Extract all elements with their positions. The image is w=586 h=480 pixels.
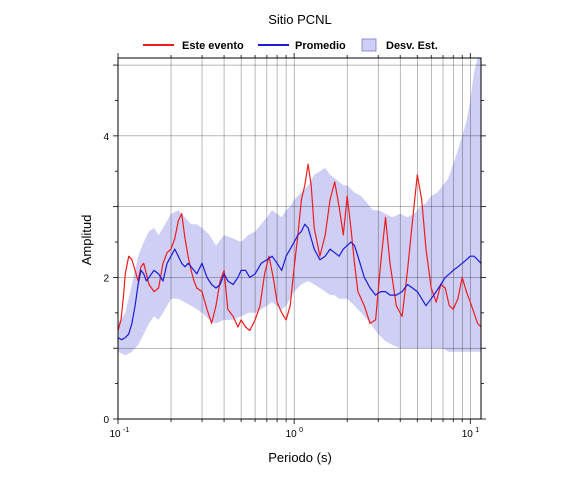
x-tick-label-exponent: 1 xyxy=(475,427,479,434)
y-axis-label: Amplitud xyxy=(79,215,94,266)
x-tick-label-exponent: -1 xyxy=(123,427,129,434)
y-tick-label: 2 xyxy=(103,273,109,284)
x-tick-label: 10 xyxy=(286,429,298,440)
legend-label-event: Este evento xyxy=(182,40,244,52)
x-tick-label-exponent: 0 xyxy=(299,427,303,434)
legend-swatch-std xyxy=(361,38,377,52)
series-line-mean xyxy=(117,223,482,341)
legend: Este evento Promedio Desv. Est. xyxy=(143,38,438,52)
legend-label-std: Desv. Est. xyxy=(386,40,438,52)
x-axis-label: Periodo (s) xyxy=(268,450,332,465)
legend-label-mean: Promedio xyxy=(295,40,346,52)
x-tick-label: 10 xyxy=(462,429,474,440)
y-tick-label: 0 xyxy=(103,415,109,426)
plot-frame xyxy=(117,57,482,420)
chart-title: Sitio PCNL xyxy=(268,12,332,27)
y-tick-label: 4 xyxy=(103,132,109,143)
x-tick-label: 10 xyxy=(109,429,121,440)
series-line-event xyxy=(117,163,482,332)
